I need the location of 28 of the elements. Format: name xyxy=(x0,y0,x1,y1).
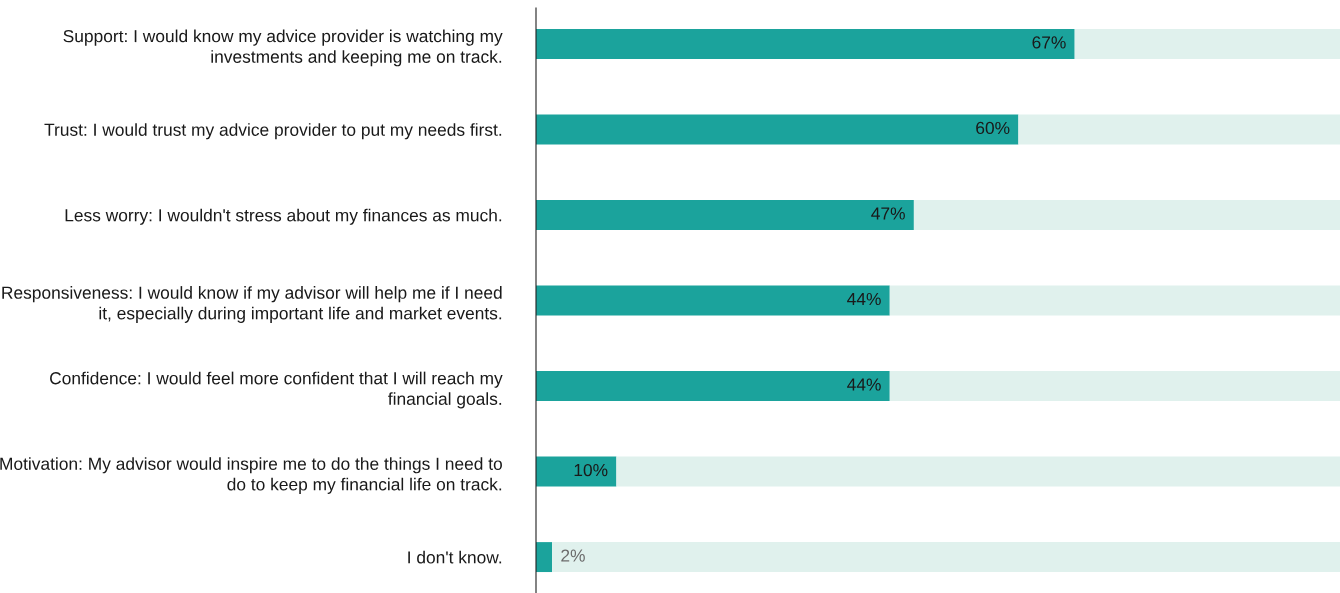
y-tick-label: Support: I would know my advice provider is watching my investments and keeping me on track. xyxy=(63,29,503,67)
bar xyxy=(1018,114,1340,145)
bar xyxy=(536,542,553,573)
bar xyxy=(536,285,890,316)
bar xyxy=(536,28,1075,59)
y-tick-label: I don't know. xyxy=(408,550,502,564)
bar xyxy=(913,200,1340,230)
data-label: 47% xyxy=(871,207,905,220)
y-tick-label: Less worry: I wouldn't stress about my finances as much. xyxy=(65,208,502,225)
y-tick-label: Trust: I would trust my advice provider to put my needs first. xyxy=(44,123,502,140)
bar xyxy=(536,456,617,487)
bar xyxy=(889,285,1340,316)
data-label: 44% xyxy=(847,292,881,306)
bar xyxy=(536,114,1019,145)
y-tick-label: Motivation: My advisor would inspire me to do the things I need to do to keep my financial life on track. xyxy=(0,457,502,494)
bar xyxy=(889,371,1340,401)
bar xyxy=(536,200,914,230)
data-label: 10% xyxy=(574,463,608,477)
bar xyxy=(552,542,1340,573)
y-tick-label: Confidence: I would feel more confident that I will reach my financial goals. xyxy=(50,371,503,409)
data-label: 67% xyxy=(1032,36,1066,49)
bar xyxy=(536,371,890,401)
bar xyxy=(1074,28,1340,59)
data-label: 44% xyxy=(847,378,881,391)
y-tick-label: Responsiveness: I would know if my advisor will help me if I need it, especially during important life and market events. xyxy=(2,286,502,323)
data-label: 60% xyxy=(976,121,1010,135)
data-label: 2% xyxy=(561,549,585,562)
bar xyxy=(616,456,1340,487)
